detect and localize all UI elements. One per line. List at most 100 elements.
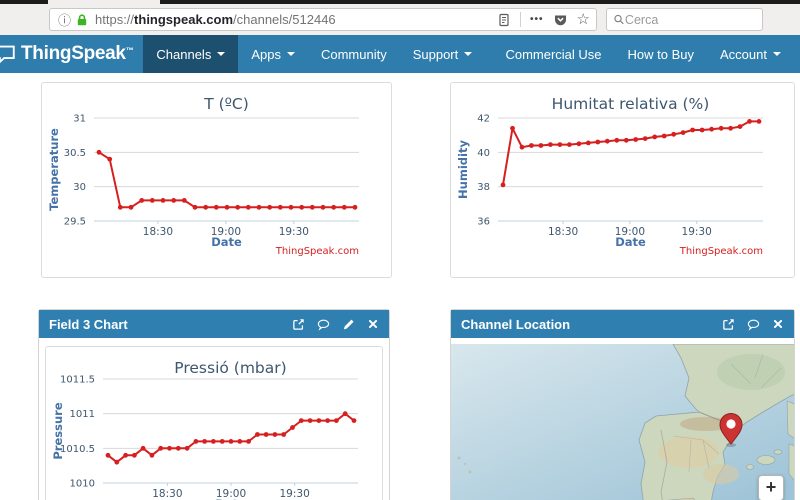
page-actions-icon[interactable]: ••• xyxy=(530,14,544,25)
svg-text:19:30: 19:30 xyxy=(682,226,712,238)
nav-item-channels[interactable]: Channels xyxy=(143,35,239,73)
thingspeak-logo[interactable]: ThingSpeak™ xyxy=(0,35,143,73)
channel-page-content: 29.5 30 30.5 31 18:30 19:00 19:30 T (ºC) Tempera… xyxy=(0,73,800,500)
island-corsica xyxy=(786,400,794,439)
temperature-chart: 29.5 30 30.5 31 18:30 19:00 19:30 T (ºC) Tempera… xyxy=(47,95,359,257)
border-portugal xyxy=(660,429,668,500)
island-mallorca xyxy=(756,455,776,465)
nav-spacer xyxy=(485,35,492,73)
island-menorca xyxy=(773,449,783,455)
reader-mode-icon[interactable] xyxy=(497,13,511,27)
close-icon[interactable] xyxy=(772,318,784,330)
url-domain: thingspeak.com xyxy=(134,12,234,27)
toolbar-divider xyxy=(520,12,522,27)
svg-text:1010: 1010 xyxy=(70,479,95,490)
url-protocol: https:// xyxy=(95,12,135,27)
external-link-icon[interactable] xyxy=(292,318,305,331)
humidity-chart: 36 38 40 42 18:30 19:00 19:30 Humitat relativa … xyxy=(456,95,763,257)
url-bar[interactable]: ⓘ https://thingspeak.com/channels/512446… xyxy=(49,8,597,31)
search-icon xyxy=(614,14,624,25)
terrain-shade xyxy=(717,354,785,390)
search-input[interactable] xyxy=(624,12,756,27)
site-info-icon[interactable]: ⓘ xyxy=(58,13,72,28)
close-icon[interactable] xyxy=(367,318,379,330)
svg-text:Humidity: Humidity xyxy=(456,140,470,199)
channel-location-panel: Channel Location xyxy=(450,309,795,500)
browser-tab-strip xyxy=(0,0,800,4)
panel-title: Channel Location xyxy=(461,316,571,332)
svg-text:29.5: 29.5 xyxy=(64,217,86,228)
browser-toolbar: ⓘ https://thingspeak.com/channels/512446… xyxy=(0,4,800,35)
brand-name: ThingSpeak™ xyxy=(21,43,134,64)
location-map[interactable]: + xyxy=(451,344,794,500)
svg-text:18:30: 18:30 xyxy=(152,488,182,500)
svg-text:42: 42 xyxy=(477,114,490,125)
lock-icon xyxy=(77,13,87,25)
pressure-chart: 1010 1010.5 1011 1011.5 18:30 19:00 19:30 Press… xyxy=(51,359,358,500)
svg-text:38: 38 xyxy=(477,182,490,193)
svg-text:Date: Date xyxy=(215,497,246,500)
region-borders xyxy=(672,435,720,473)
chevron-down-icon xyxy=(464,52,473,56)
pocket-icon[interactable] xyxy=(553,13,568,27)
map-zoom-in-button[interactable]: + xyxy=(758,475,784,500)
search-bar[interactable] xyxy=(606,8,763,31)
svg-text:Pressió (mbar): Pressió (mbar) xyxy=(174,359,286,377)
thingspeak-navbar: ThingSpeak™ Channels Apps Community Supp… xyxy=(0,35,800,73)
nav-item-community[interactable]: Community xyxy=(320,46,387,62)
svg-text:19:00: 19:00 xyxy=(211,226,241,238)
island-speck xyxy=(463,462,467,466)
panel-title: Field 3 Chart xyxy=(49,316,128,332)
terrain-shade xyxy=(659,436,719,468)
temperature-chart-card: 29.5 30 30.5 31 18:30 19:00 19:30 T (ºC) Tempera… xyxy=(41,82,392,278)
url-path: /channels/512446 xyxy=(233,12,336,27)
svg-text:19:30: 19:30 xyxy=(279,488,309,500)
svg-text:Humitat relativa (%): Humitat relativa (%) xyxy=(552,95,710,113)
svg-text:ThingSpeak.com: ThingSpeak.com xyxy=(679,246,763,257)
svg-text:Date: Date xyxy=(211,235,242,249)
region-borders xyxy=(730,353,782,389)
island-speck xyxy=(468,470,472,474)
svg-text:Date: Date xyxy=(615,235,646,249)
nav-item-how-to-buy[interactable]: How to Buy xyxy=(627,46,695,62)
location-panel-header: Channel Location xyxy=(451,310,794,338)
svg-text:36: 36 xyxy=(477,217,490,228)
field3-panel-header: Field 3 Chart xyxy=(39,310,389,338)
svg-text:Pressure: Pressure xyxy=(51,402,65,459)
island-speck xyxy=(457,456,461,460)
svg-text:30.5: 30.5 xyxy=(64,148,86,159)
svg-text:19:30: 19:30 xyxy=(279,226,309,238)
nav-item-commercial-use[interactable]: Commercial Use xyxy=(505,46,602,62)
comment-icon[interactable] xyxy=(747,318,760,331)
svg-text:18:30: 18:30 xyxy=(143,226,173,238)
map-canvas xyxy=(451,344,794,500)
location-marker-icon xyxy=(719,413,743,447)
field3-chart-panel: Field 3 Chart 1010 1010.5 1011 1011.5 18:30 1… xyxy=(38,309,390,500)
trademark: ™ xyxy=(125,46,134,55)
external-link-icon[interactable] xyxy=(722,318,735,331)
svg-text:19:00: 19:00 xyxy=(615,226,645,238)
edit-icon[interactable] xyxy=(342,318,355,331)
url-text[interactable]: https://thingspeak.com/channels/512446 xyxy=(95,12,497,27)
svg-text:40: 40 xyxy=(477,148,490,159)
terrain-shade xyxy=(703,464,739,484)
chevron-down-icon xyxy=(773,52,781,56)
comment-icon[interactable] xyxy=(317,318,330,331)
nav-item-apps[interactable]: Apps xyxy=(238,35,308,73)
island-ibiza xyxy=(746,464,754,470)
chevron-down-icon xyxy=(217,52,226,56)
nav-item-account[interactable]: Account xyxy=(707,35,794,73)
svg-text:1011: 1011 xyxy=(70,409,95,420)
speech-bubble-icon xyxy=(0,45,15,64)
chevron-down-icon xyxy=(286,52,295,56)
active-browser-tab[interactable] xyxy=(48,0,160,4)
bookmark-star-icon[interactable]: ☆ xyxy=(576,11,590,28)
island-sardinia xyxy=(788,443,794,481)
pressure-chart-card: 1010 1010.5 1011 1011.5 18:30 19:00 19:30 Press… xyxy=(45,346,383,500)
svg-text:ThingSpeak.com: ThingSpeak.com xyxy=(275,246,359,257)
svg-text:19:00: 19:00 xyxy=(216,488,246,500)
nav-item-support[interactable]: Support xyxy=(400,35,486,73)
svg-text:T (ºC): T (ºC) xyxy=(203,95,249,113)
svg-text:18:30: 18:30 xyxy=(548,226,578,238)
humidity-chart-card: 36 38 40 42 18:30 19:00 19:30 Humitat relativa … xyxy=(450,82,795,278)
